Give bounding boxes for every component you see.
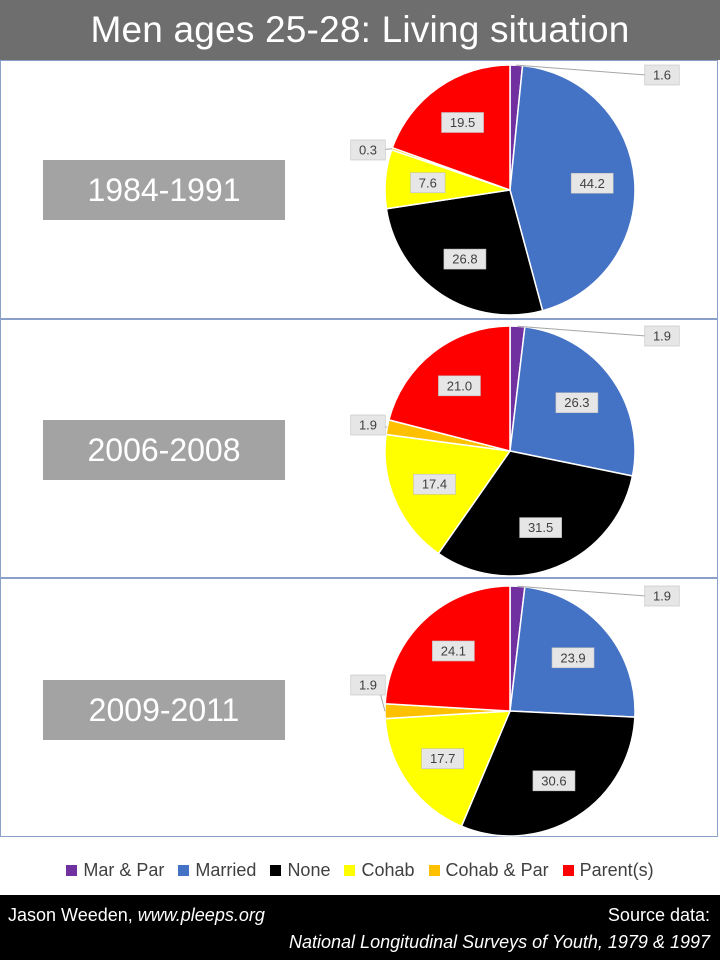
data-label-box-none-3 (532, 770, 576, 792)
data-label-box-mar-par-3 (644, 585, 680, 607)
source-label: Source data: (607, 905, 710, 925)
legend-item-mar-par: Mar & Par (66, 860, 164, 881)
author-name: Jason Weeden, (8, 905, 133, 925)
data-label-mar-par-3: 1.9 (653, 589, 671, 604)
legend-label-cohab-par: Cohab & Par (445, 859, 549, 880)
data-label-parents-2: 21.0 (447, 378, 472, 393)
period-label-2: 2006-2008 (43, 420, 285, 480)
data-label-box-parents-1 (441, 112, 484, 133)
pie-labels-1: 1.6 44.2 26.8 7.6 0.3 19.5 (350, 64, 680, 270)
data-label-married-3: 23.9 (560, 650, 585, 665)
data-label-box-none-2 (519, 517, 562, 538)
data-label-box-parents-2 (438, 375, 481, 397)
data-label-box-married-3 (551, 647, 595, 669)
data-label-box-cohab-par-1 (350, 139, 386, 161)
data-label-box-cohab-par-3 (350, 674, 386, 696)
pie-labels-3: 1.9 23.9 30.6 17.7 1.9 24.1 (350, 585, 680, 792)
data-label-box-mar-par-2 (644, 325, 680, 347)
legend-swatch-cohab-par (428, 864, 440, 876)
data-label-cohab-par-1: 0.3 (359, 143, 377, 158)
legend-swatch-married (178, 864, 190, 876)
data-label-mar-par-1: 1.6 (653, 68, 671, 83)
data-label-mar-par-2: 1.9 (653, 329, 671, 344)
data-label-cohab-2: 17.4 (422, 477, 447, 492)
data-label-box-married-1 (570, 172, 614, 194)
legend-swatch-none (270, 864, 282, 876)
legend-label-cohab: Cohab (361, 859, 415, 880)
data-label-box-cohab-3 (421, 748, 465, 770)
data-label-box-cohab-1 (410, 172, 446, 194)
leader-line-mar-par-3 (517, 585, 647, 597)
data-label-cohab-1: 7.6 (419, 175, 437, 190)
data-label-parents-3: 24.1 (441, 643, 466, 658)
data-label-none-1: 26.8 (452, 252, 477, 267)
legend: Mar & Par Married None Cohab Cohab & Par… (0, 848, 720, 892)
legend-item-parents: Parent(s) (562, 859, 654, 881)
legend-swatch-mar-par (66, 864, 78, 876)
data-label-box-married-2 (555, 392, 599, 414)
source-name: National Longitudinal Surveys of Youth, … (289, 932, 710, 952)
legend-label-married: Married (195, 859, 257, 880)
website-link[interactable]: www.pleeps.org (137, 905, 265, 925)
data-label-box-cohab-2 (413, 473, 456, 495)
legend-label-mar-par: Mar & Par (83, 859, 165, 880)
leader-line-mar-par-1 (516, 64, 647, 76)
data-label-parents-1: 19.5 (450, 115, 475, 130)
data-label-none-2: 31.5 (528, 520, 553, 535)
period-label-1: 1984-1991 (43, 160, 285, 220)
data-label-box-mar-par-1 (644, 64, 680, 86)
data-label-cohab-par-3: 1.9 (359, 678, 377, 693)
footer: Jason Weeden, www.pleeps.org Source data… (0, 895, 720, 960)
legend-item-cohab-par: Cohab & Par (428, 859, 549, 881)
legend-item-none: None (270, 860, 330, 881)
pie-labels-2: 1.9 26.3 31.5 17.4 1.9 21.0 (350, 325, 680, 538)
footer-credit: Jason Weeden, www.pleeps.org (8, 905, 265, 926)
legend-item-cohab: Cohab (344, 859, 415, 881)
legend-swatch-parents (562, 864, 574, 876)
data-label-married-2: 26.3 (564, 395, 589, 410)
data-label-cohab-par-2: 1.9 (359, 418, 377, 433)
data-label-none-3: 30.6 (541, 773, 566, 788)
data-label-box-none-1 (443, 248, 487, 270)
legend-label-none: None (287, 859, 331, 880)
leader-line-mar-par-2 (517, 325, 647, 337)
legend-swatch-cohab (344, 864, 356, 876)
data-label-box-cohab-par-2 (350, 414, 386, 436)
legend-label-parents: Parent(s) (579, 859, 654, 880)
page-title: Men ages 25-28: Living situation (0, 0, 720, 60)
period-label-3: 2009-2011 (43, 680, 285, 740)
data-label-cohab-3: 17.7 (430, 751, 455, 766)
data-label-married-1: 44.2 (580, 176, 605, 191)
data-label-box-parents-3 (432, 640, 475, 662)
legend-item-married: Married (178, 860, 256, 881)
pie-slice-none-2 (437, 450, 634, 577)
